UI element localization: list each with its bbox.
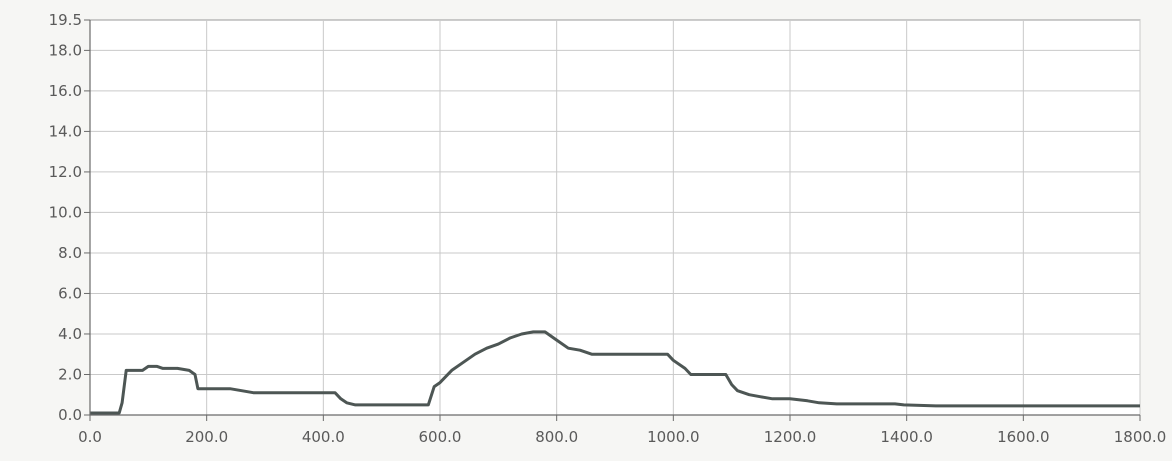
y-tick-label: 8.0	[58, 244, 82, 262]
tick-labels: 0.0 200.0 400.0 600.0 800.0 1000.0 1200.0 1400.…	[49, 11, 1167, 446]
y-tick-label: 16.0	[49, 82, 82, 100]
y-tick-label: 2.0	[58, 365, 82, 383]
y-tick-label: 10.0	[49, 203, 82, 221]
plot-area	[89, 19, 1141, 416]
y-tick-label: 0.0	[58, 406, 82, 424]
axis-ticks	[84, 19, 1141, 421]
x-tick-label: 1600.0	[997, 428, 1050, 446]
grid-lines	[90, 20, 1141, 415]
x-tick-label: 1200.0	[764, 428, 817, 446]
y-tick-label: 6.0	[58, 284, 82, 302]
y-tick-label: 18.0	[49, 41, 82, 59]
x-tick-label: 800.0	[535, 428, 578, 446]
series-layer	[90, 330, 1140, 415]
x-tick-label: 0.0	[78, 428, 102, 446]
x-tick-label: 1400.0	[880, 428, 933, 446]
x-tick-label: 1800.0	[1114, 428, 1167, 446]
y-tick-label: 14.0	[49, 122, 82, 140]
x-tick-label: 200.0	[185, 428, 228, 446]
y-tick-label: 19.5	[49, 11, 82, 29]
y-tick-label: 12.0	[49, 163, 82, 181]
x-tick-label: 400.0	[302, 428, 345, 446]
x-tick-label: 1000.0	[647, 428, 700, 446]
series-line	[90, 330, 1140, 415]
x-tick-label: 600.0	[419, 428, 462, 446]
y-tick-label: 4.0	[58, 325, 82, 343]
